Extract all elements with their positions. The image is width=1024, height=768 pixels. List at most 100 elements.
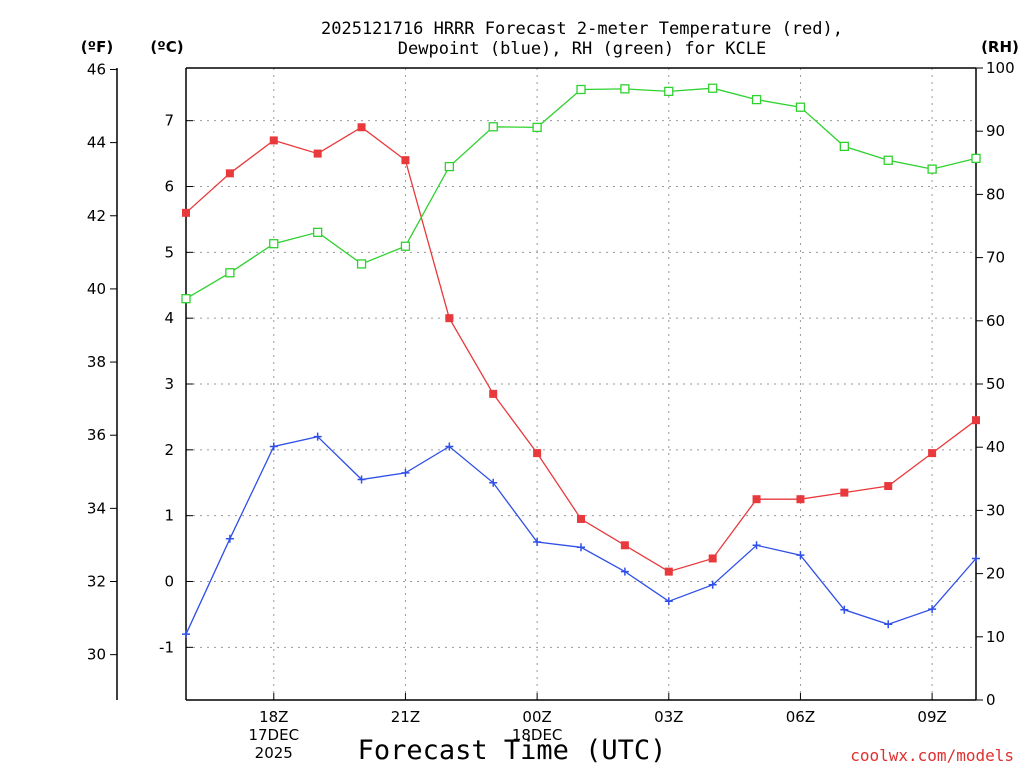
x-axis-title: Forecast Time (UTC) (358, 735, 667, 766)
rh-point (971, 153, 981, 164)
temperature-point (445, 314, 454, 323)
dewpoint-point (357, 475, 366, 484)
fahrenheit-unit-label: (ºF) (81, 38, 113, 56)
rh-point (664, 86, 674, 97)
rh-line (185, 87, 977, 300)
celsius-tick-label: 3 (164, 375, 174, 393)
data-series (181, 83, 981, 639)
rh-point (181, 294, 191, 304)
dewpoint-point (928, 605, 937, 614)
time-tick-label: 00Z (522, 708, 551, 726)
rh-point (269, 239, 279, 249)
gridlines (186, 68, 976, 700)
temperature-point (840, 488, 849, 497)
temperature-point (269, 136, 278, 145)
chart-title-line-2: Dewpoint (blue), RH (green) for KCLE (398, 39, 766, 59)
fahrenheit-tick-label: 38 (87, 353, 106, 371)
rh-unit-label: (RH) (981, 38, 1019, 56)
dewpoint-point (489, 478, 498, 487)
dewpoint-point (708, 580, 717, 589)
fahrenheit-tick-label: 46 (87, 60, 106, 78)
dewpoint-point (313, 432, 322, 441)
temperature-line (185, 126, 977, 573)
temperature-point (928, 449, 937, 458)
fahrenheit-tick-label: 44 (87, 134, 106, 152)
celsius-tick-label: 2 (164, 441, 174, 459)
rh-tick-label: 20 (986, 565, 1005, 583)
credit-text: coolwx.com/models (850, 746, 1014, 765)
rh-tick-label: 100 (986, 59, 1015, 77)
fahrenheit-tick-label: 40 (87, 280, 106, 298)
celsius-tick-label: 6 (164, 178, 174, 196)
dewpoint-point (182, 630, 190, 639)
rh-tick-label: 80 (986, 185, 1005, 203)
temperature-point (225, 169, 234, 178)
celsius-tick-label: 0 (164, 573, 174, 591)
celsius-unit-label: (ºC) (150, 38, 183, 56)
temperature-point (357, 123, 366, 132)
time-tick-label: 17DEC (248, 726, 299, 744)
temperature-point (884, 482, 893, 491)
time-tick-label: 18Z (259, 708, 288, 726)
temperature-point (972, 416, 980, 425)
celsius-tick-label: 7 (164, 112, 174, 130)
time-tick-label: 18DEC (512, 726, 563, 744)
dewpoint-point (577, 543, 585, 552)
rh-point (708, 83, 718, 93)
dewpoint-point (796, 551, 805, 560)
temperature-point (620, 541, 629, 550)
dewpoint-line (185, 435, 977, 635)
rh-point (576, 84, 586, 95)
time-tick-label: 2025 (255, 744, 293, 762)
dewpoint-point (620, 567, 629, 576)
rh-tick-label: 90 (986, 122, 1005, 140)
rh-tick-label: 40 (986, 438, 1005, 456)
rh-point (751, 94, 762, 105)
dewpoint-point (533, 538, 542, 546)
rh-point (444, 161, 454, 172)
temperature-point (752, 495, 761, 504)
dewpoint-point (445, 442, 454, 451)
rh-point (313, 227, 323, 237)
temperature-point (796, 495, 805, 504)
rh-point (400, 241, 411, 251)
time-tick-label: 03Z (654, 708, 683, 726)
time-tick-label: 09Z (917, 708, 946, 726)
rh-point (532, 122, 542, 133)
temperature-point (664, 567, 673, 576)
fahrenheit-tick-label: 36 (87, 426, 106, 444)
dewpoint-point (269, 442, 278, 451)
dewpoint-point (225, 534, 234, 543)
fahrenheit-tick-label: 30 (87, 646, 106, 664)
rh-tick-label: 0 (986, 691, 996, 709)
rh-point (225, 268, 235, 278)
celsius-tick-label: 4 (164, 309, 174, 327)
time-tick-label: 21Z (391, 708, 420, 726)
temperature-point (313, 149, 322, 158)
temperature-point (577, 514, 585, 523)
fahrenheit-tick-label: 34 (87, 499, 106, 517)
temperature-point (182, 208, 190, 217)
rh-tick-label: 70 (986, 249, 1005, 267)
rh-point (927, 164, 937, 174)
temperature-point (708, 554, 717, 563)
dewpoint-point (401, 468, 410, 477)
temperature-point (533, 449, 542, 458)
celsius-tick-label: -1 (159, 638, 174, 656)
temperature-point (401, 156, 410, 165)
rh-tick-label: 30 (986, 501, 1005, 519)
celsius-tick-label: 1 (164, 507, 174, 525)
rh-point (620, 84, 630, 94)
dewpoint-point (884, 620, 893, 629)
rh-point (795, 102, 806, 112)
dewpoint-point (664, 597, 673, 606)
rh-point (883, 155, 893, 165)
rh-point (488, 122, 498, 132)
rh-tick-label: 60 (986, 312, 1005, 330)
rh-point (356, 259, 367, 269)
dewpoint-point (752, 541, 761, 550)
fahrenheit-tick-label: 32 (87, 573, 106, 591)
rh-tick-label: 10 (986, 628, 1005, 646)
